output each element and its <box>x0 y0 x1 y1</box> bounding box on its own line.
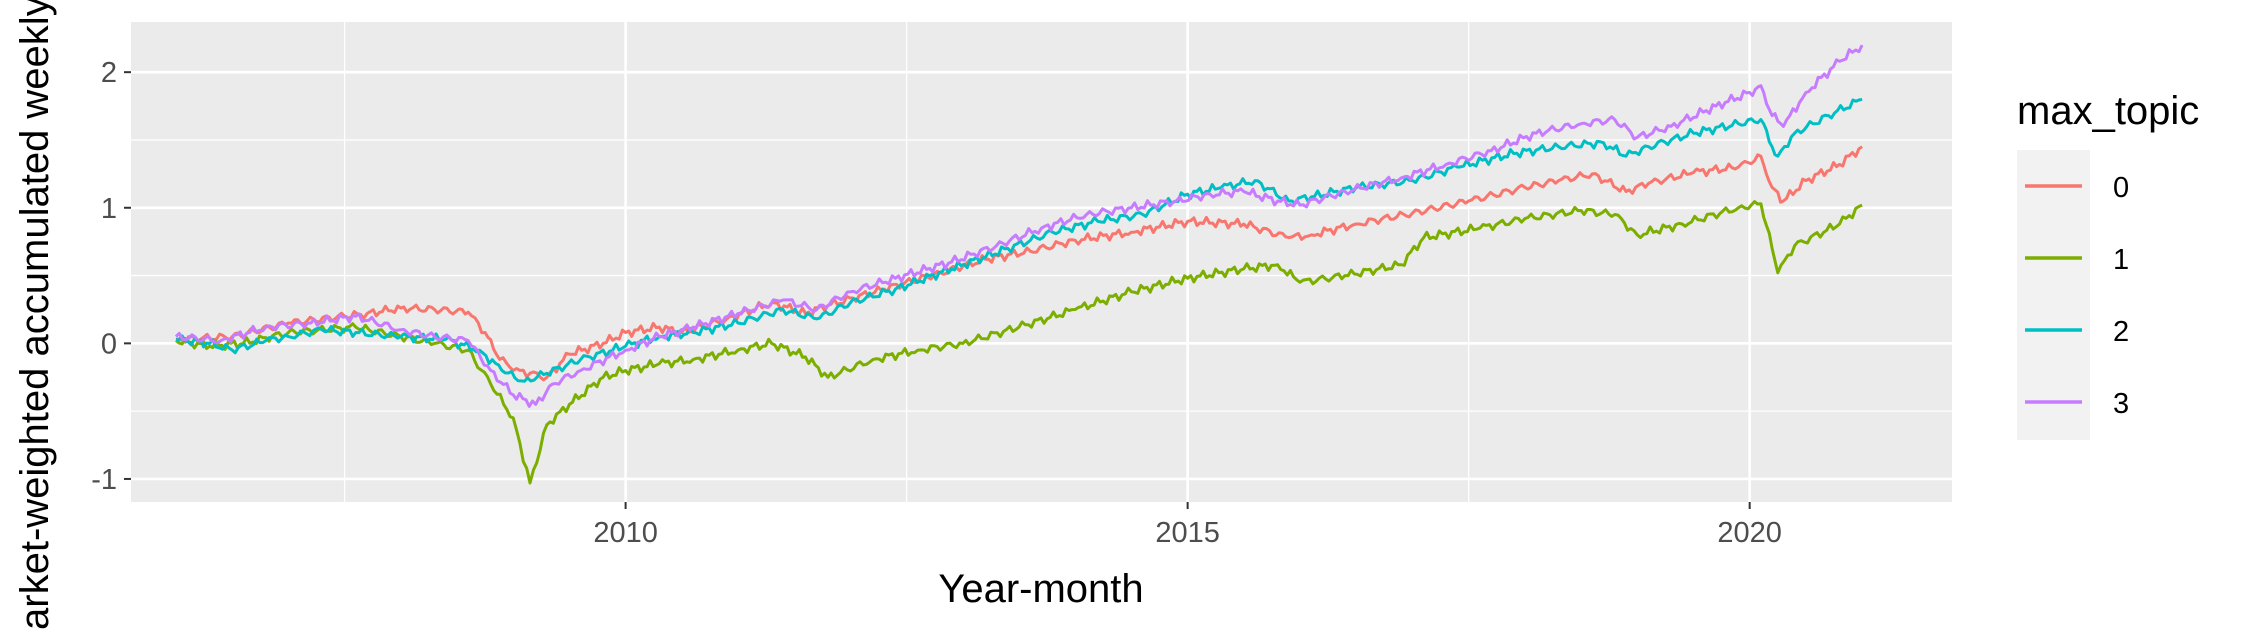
y-tick-label: 2 <box>101 57 117 89</box>
y-tick-label: 1 <box>101 193 117 225</box>
x-tick-label: 2015 <box>1155 517 1220 549</box>
legend-label-0: 0 <box>2113 172 2129 204</box>
legend-label-3: 3 <box>2113 388 2129 420</box>
y-tick-label: 0 <box>101 328 117 360</box>
y-axis-title: Market-weighted accumulated weekly retur… <box>13 0 57 633</box>
legend-title: max_topic <box>2017 89 2199 133</box>
series-line-3 <box>174 44 1864 408</box>
x-axis-ticks: 2010 2015 2020 <box>593 502 1782 549</box>
series-line-1 <box>175 200 1863 485</box>
y-tick-label: -1 <box>91 464 117 496</box>
legend-items: 0 1 2 3 <box>2025 172 2129 420</box>
minor-grid <box>131 22 1952 502</box>
plot-panel <box>131 22 1952 502</box>
x-tick-label: 2020 <box>1717 517 1782 549</box>
x-tick-label: 2010 <box>593 517 658 549</box>
series-line-0 <box>175 145 1863 382</box>
legend-label-2: 2 <box>2113 316 2129 348</box>
x-axis-title: Year-month <box>938 567 1143 611</box>
legend-key-background <box>2017 150 2090 440</box>
series-lines <box>174 44 1864 485</box>
legend: max_topic 0 1 2 3 <box>2017 89 2199 440</box>
legend-label-1: 1 <box>2113 244 2129 276</box>
y-axis-ticks: -1 0 1 2 <box>91 57 131 496</box>
